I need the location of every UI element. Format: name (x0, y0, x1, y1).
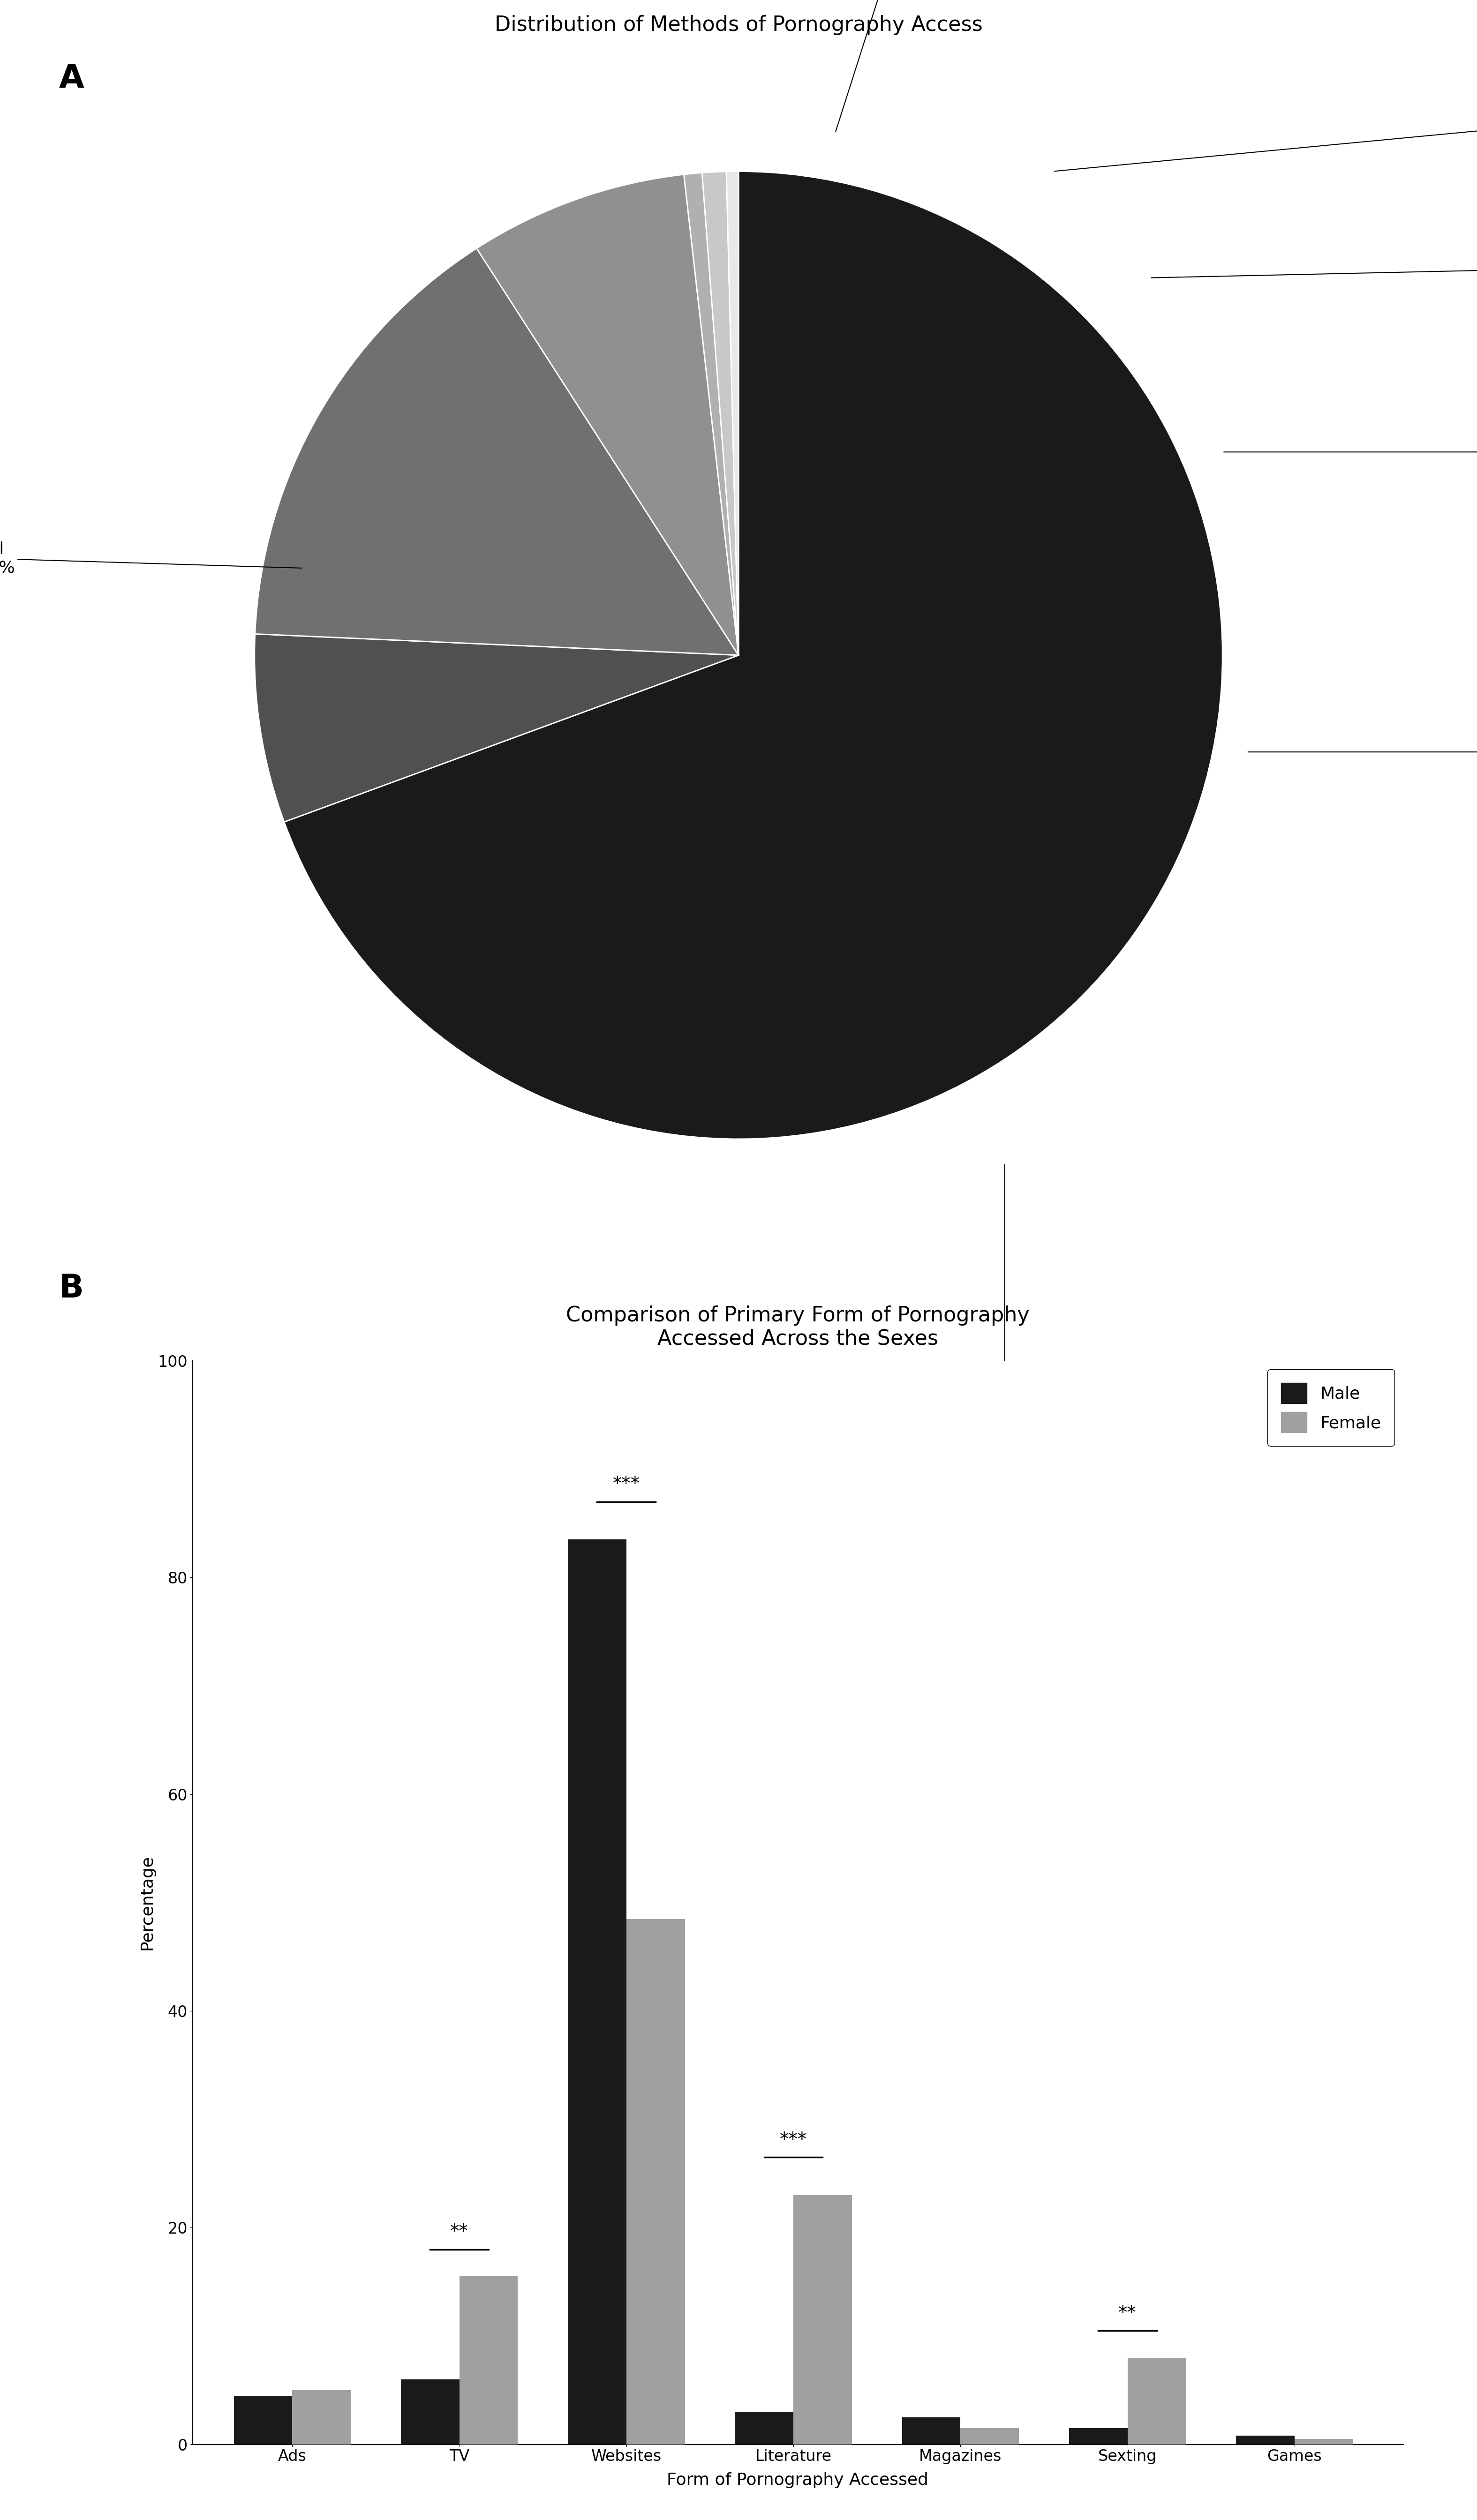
Wedge shape (702, 171, 738, 655)
Bar (902, 2417, 960, 2444)
Text: Cell
69.4%: Cell 69.4% (0, 542, 301, 575)
Wedge shape (256, 249, 738, 655)
Bar (567, 1540, 626, 2444)
Text: A: A (59, 63, 84, 93)
Text: Television
0.6%: Television 0.6% (1151, 252, 1477, 285)
Text: Tablet
6.3%: Tablet 6.3% (979, 1164, 1029, 1421)
Text: ***: *** (780, 2132, 806, 2150)
Bar (292, 2389, 350, 2444)
Text: **: ** (450, 2223, 468, 2240)
Bar (626, 1918, 685, 2444)
Legend: Male, Female: Male, Female (1267, 1368, 1394, 1446)
Bar (793, 2195, 852, 2444)
Text: B: B (59, 1273, 84, 1303)
Y-axis label: Percentage: Percentage (139, 1855, 155, 1950)
Bar (1127, 2359, 1186, 2444)
Text: ***: *** (613, 1474, 640, 1492)
Wedge shape (727, 171, 738, 655)
X-axis label: Form of Pornography Accessed: Form of Pornography Accessed (666, 2472, 929, 2487)
Bar (400, 2379, 459, 2444)
Title: Distribution of Methods of Pornography Access: Distribution of Methods of Pornography A… (495, 15, 982, 35)
Text: Laptop
15.2%: Laptop 15.2% (1248, 736, 1477, 769)
Bar (233, 2397, 292, 2444)
Wedge shape (684, 174, 738, 655)
Bar (736, 2412, 793, 2444)
Text: **: ** (1118, 2303, 1137, 2321)
Wedge shape (254, 635, 738, 822)
Text: Books
0.4%: Books 0.4% (836, 0, 933, 131)
Bar (1069, 2429, 1127, 2444)
Text: Magazines
0.8%: Magazines 0.8% (1055, 106, 1477, 171)
Wedge shape (477, 174, 738, 655)
Text: Desktop
7.3%: Desktop 7.3% (1224, 436, 1477, 469)
Wedge shape (284, 171, 1223, 1139)
Title: Comparison of Primary Form of Pornography
Accessed Across the Sexes: Comparison of Primary Form of Pornograph… (566, 1305, 1029, 1348)
Bar (1236, 2437, 1294, 2444)
Bar (1294, 2439, 1353, 2444)
Bar (459, 2276, 518, 2444)
Bar (960, 2429, 1019, 2444)
